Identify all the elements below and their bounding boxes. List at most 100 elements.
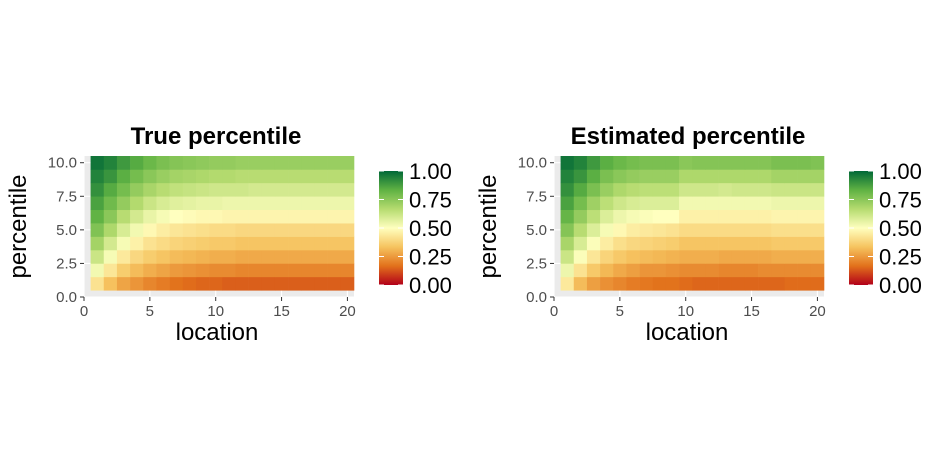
heatmap-cell: [692, 182, 706, 197]
heatmap-cell: [744, 182, 759, 197]
heatmap-cell: [613, 209, 627, 224]
heatmap-cell: [195, 236, 210, 251]
heatmap-cell: [692, 209, 706, 224]
heatmap-cell: [758, 250, 772, 264]
heatmap-cell: [248, 263, 263, 278]
heatmap-cell: [169, 276, 184, 291]
heatmap-cell: [797, 263, 812, 278]
heatmap-cell: [810, 236, 825, 251]
heatmap-cell: [665, 182, 680, 197]
heatmap-cell: [274, 236, 289, 251]
x-tick-label: 20: [809, 303, 826, 320]
heatmap-cell: [327, 169, 342, 184]
heatmap-cell: [771, 169, 785, 184]
heatmap-cell: [90, 250, 105, 264]
y-tick-label: 7.5: [56, 188, 77, 205]
heatmap-cell: [679, 250, 693, 264]
heatmap-cell: [156, 169, 170, 184]
heatmap-cell: [560, 182, 575, 197]
heatmap-cell: [560, 263, 575, 278]
heatmap-cell: [274, 156, 289, 170]
heatmap-cell: [613, 236, 627, 251]
heatmap-cell: [797, 156, 812, 170]
heatmap-cell: [586, 236, 601, 251]
heatmap-cell: [692, 223, 706, 237]
x-axis-title: location: [646, 319, 729, 346]
heatmap-cell: [665, 196, 680, 211]
heatmap-cell: [274, 169, 289, 184]
heatmap-cell: [327, 156, 342, 170]
y-axis-title: percentile: [5, 174, 32, 278]
heatmap-cell: [222, 276, 236, 291]
heatmap-cell: [156, 223, 170, 237]
heatmap-cell: [560, 223, 575, 237]
heatmap-cell: [679, 196, 693, 211]
heatmap-cell: [340, 236, 355, 251]
heatmap-cell: [116, 196, 131, 211]
heatmap-cell: [301, 236, 315, 251]
heatmap-cell: [209, 263, 223, 278]
y-tick-label: 5.0: [526, 222, 547, 239]
heatmap-cell: [731, 250, 746, 264]
heatmap-cell: [586, 263, 601, 278]
heatmap-cell: [731, 263, 746, 278]
x-tick-label: 5: [616, 303, 624, 320]
heatmap-cell: [274, 223, 289, 237]
heatmap-cell: [248, 169, 263, 184]
heatmap-cell: [274, 250, 289, 264]
heatmap-cell: [130, 209, 144, 224]
heatmap-cell: [327, 223, 342, 237]
heatmap-cell: [314, 169, 328, 184]
heatmap-cell: [274, 276, 289, 291]
heatmap-cell: [103, 223, 118, 237]
heatmap-cell: [705, 250, 719, 264]
heatmap-cell: [116, 169, 131, 184]
heatmap-cell: [718, 236, 733, 251]
heatmap-cell: [731, 182, 746, 197]
heatmap-cell: [639, 276, 654, 291]
heatmap-cell: [586, 209, 601, 224]
heatmap-cell: [586, 182, 601, 197]
heatmap-cell: [156, 263, 170, 278]
heatmap-cell: [327, 236, 342, 251]
heatmap-cell: [143, 182, 157, 197]
heatmap-cell: [784, 182, 798, 197]
heatmap-cell: [797, 196, 812, 211]
heatmap-cell: [248, 276, 263, 291]
heatmap-cell: [274, 209, 289, 224]
heatmap-cell: [744, 263, 759, 278]
heatmap-cell: [156, 250, 170, 264]
heatmap-cell: [169, 182, 184, 197]
heatmap-cell: [195, 276, 210, 291]
heatmap-cell: [90, 263, 105, 278]
heatmap-cell: [758, 196, 772, 211]
heatmap-cell: [665, 169, 680, 184]
legend-label: 0.00: [879, 273, 922, 298]
heatmap-cell: [209, 276, 223, 291]
y-tick-label: 7.5: [526, 188, 547, 205]
heatmap-cell: [156, 196, 170, 211]
heatmap-cell: [130, 223, 144, 237]
heatmap-cell: [103, 276, 118, 291]
heatmap-cell: [143, 156, 157, 170]
heatmap-cell: [639, 223, 654, 237]
heatmap-cell: [810, 223, 825, 237]
heatmap-cell: [90, 182, 105, 197]
heatmap-cell: [600, 196, 614, 211]
heatmap-cell: [235, 182, 249, 197]
heatmap-cell: [301, 169, 315, 184]
heatmap-cell: [600, 223, 614, 237]
heatmap-cell: [222, 263, 236, 278]
legend-label: 0.25: [879, 245, 922, 270]
heatmap-cell: [810, 156, 825, 170]
y-tick-label: 10.0: [518, 155, 547, 172]
y-tick-label: 5.0: [56, 222, 77, 239]
heatmap-cell: [665, 209, 680, 224]
heatmap-cells: [560, 156, 825, 291]
heatmap-cell: [248, 250, 263, 264]
heatmap-cell: [182, 236, 197, 251]
heatmap-cell: [261, 196, 276, 211]
heatmap-cell: [182, 250, 197, 264]
heatmap-cell: [652, 169, 667, 184]
heatmap-cell: [314, 236, 328, 251]
